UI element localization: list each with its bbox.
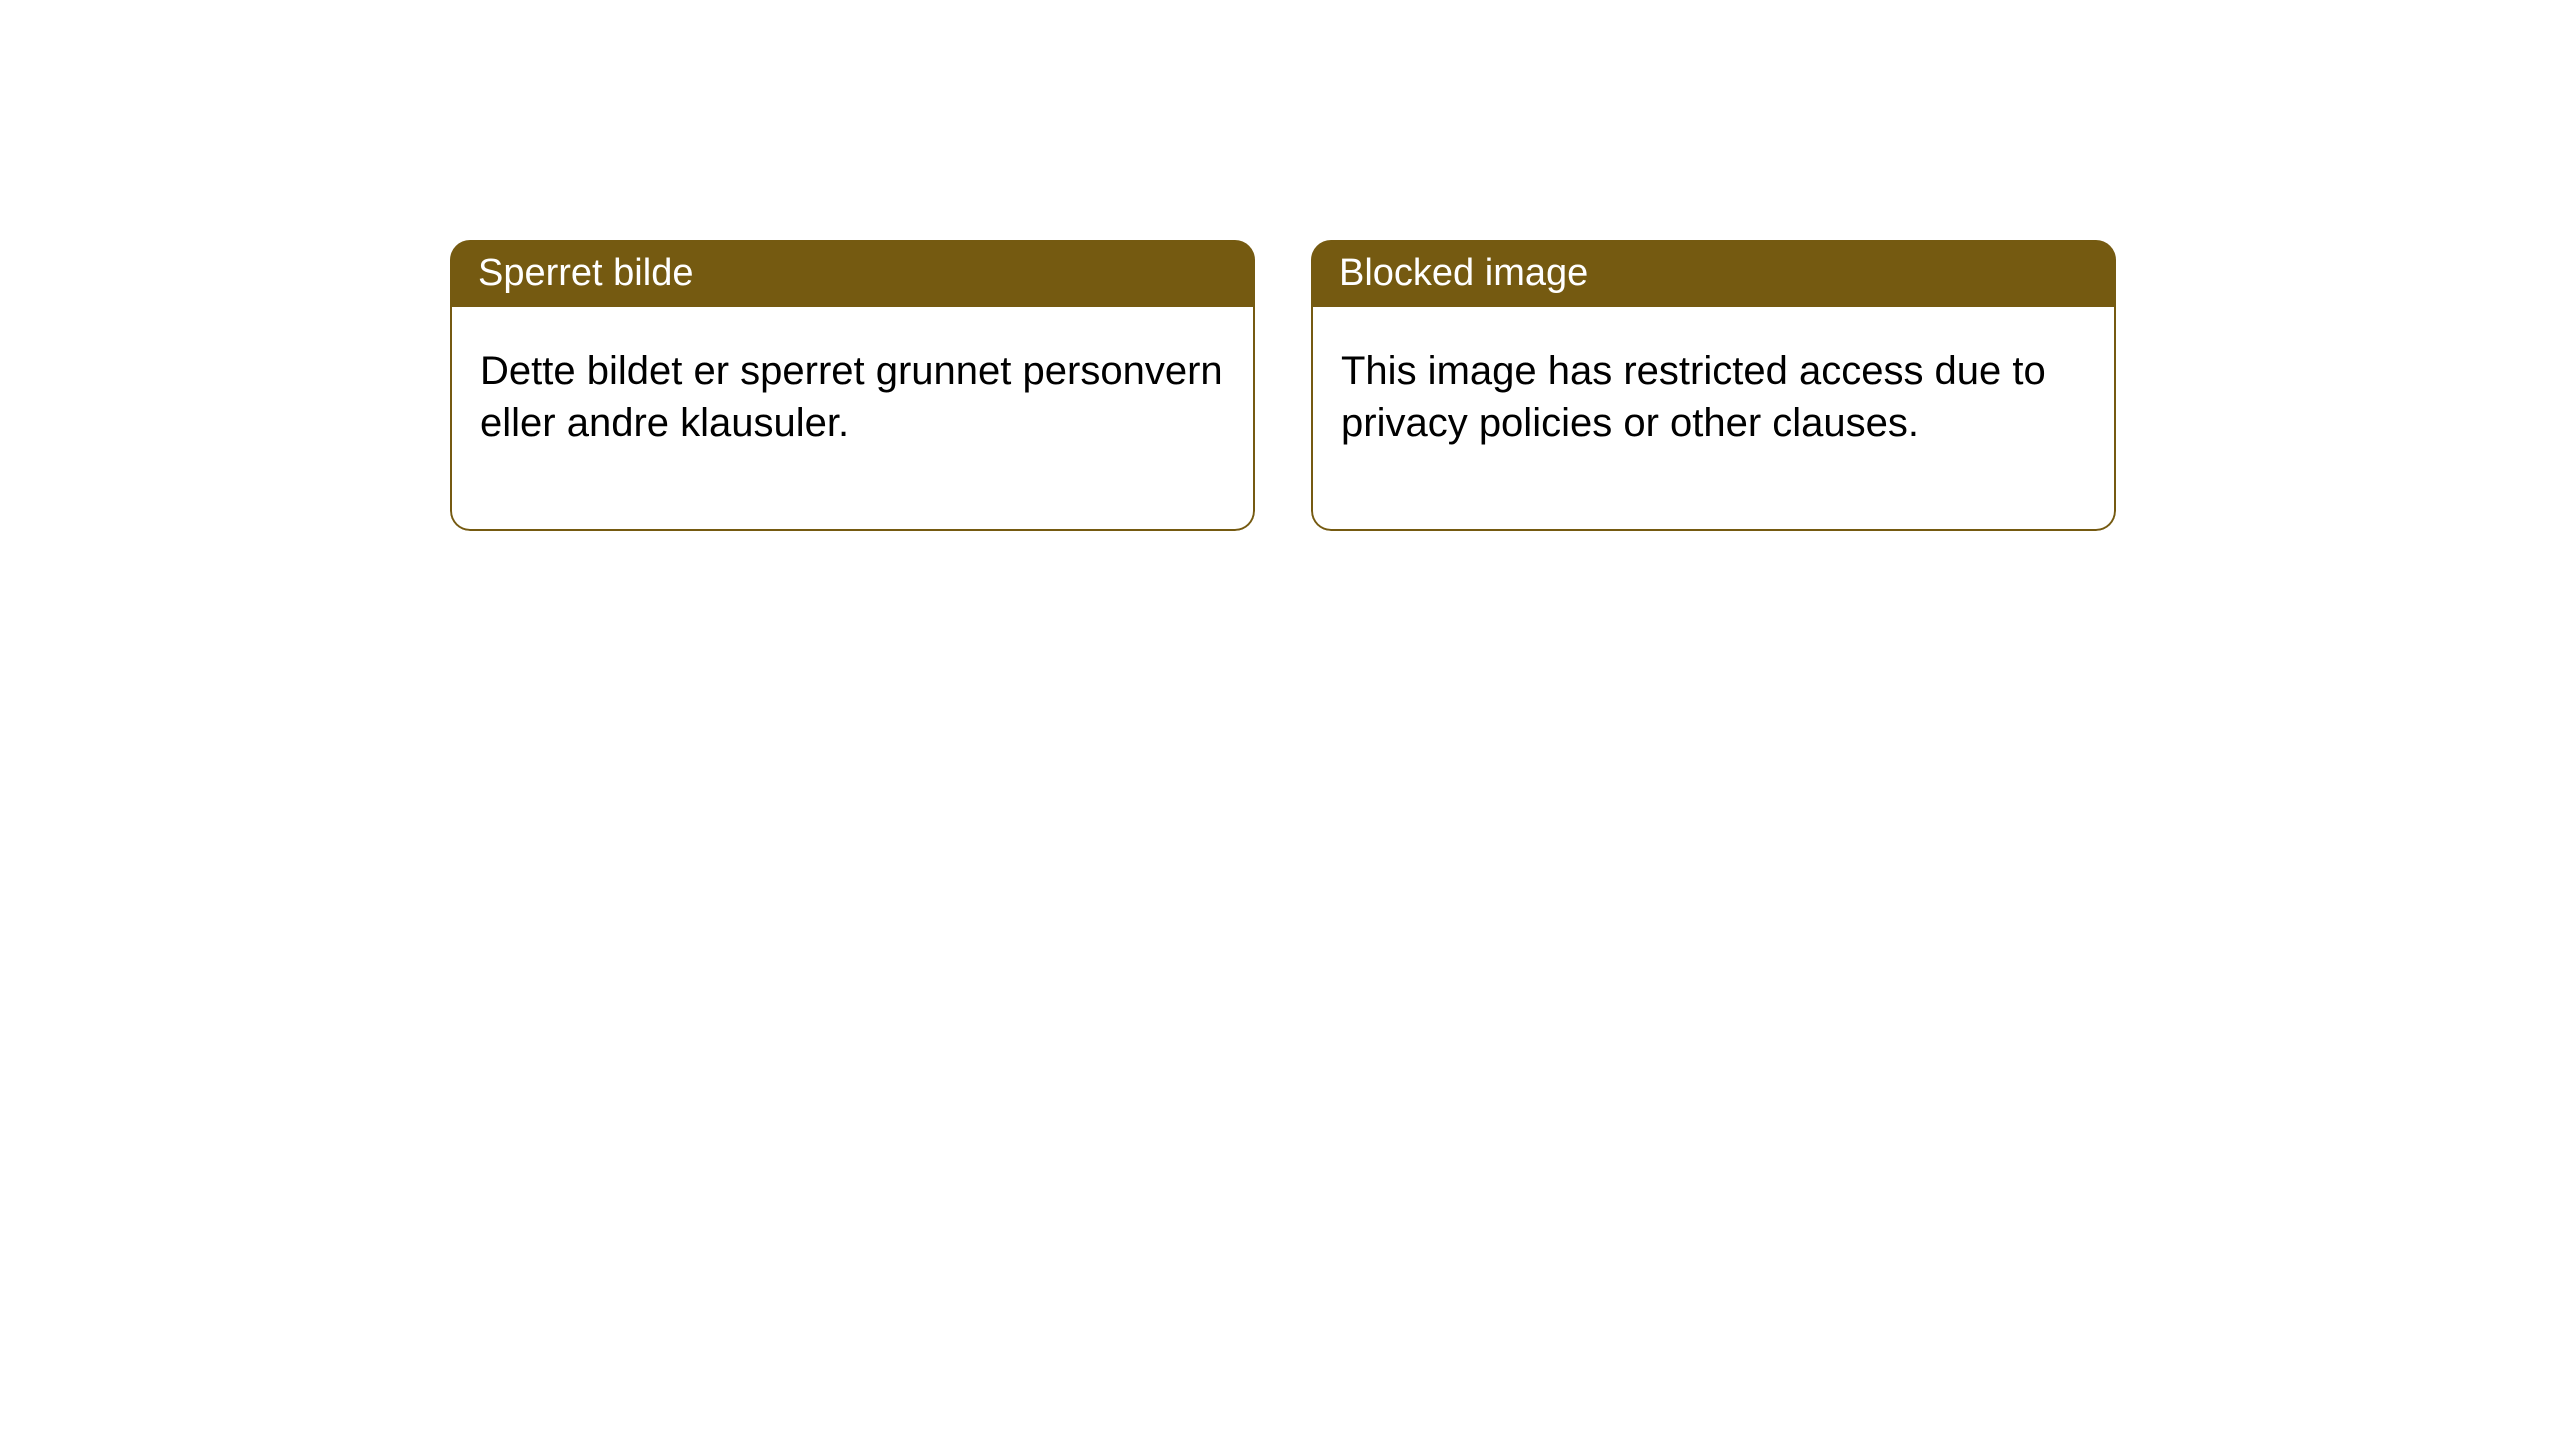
notice-card-norwegian: Sperret bilde Dette bildet er sperret gr… [450,240,1255,531]
notice-card-body: This image has restricted access due to … [1311,307,2116,531]
notice-cards-container: Sperret bilde Dette bildet er sperret gr… [450,240,2116,531]
notice-card-title: Sperret bilde [450,240,1255,307]
notice-card-body: Dette bildet er sperret grunnet personve… [450,307,1255,531]
notice-card-title: Blocked image [1311,240,2116,307]
notice-card-english: Blocked image This image has restricted … [1311,240,2116,531]
